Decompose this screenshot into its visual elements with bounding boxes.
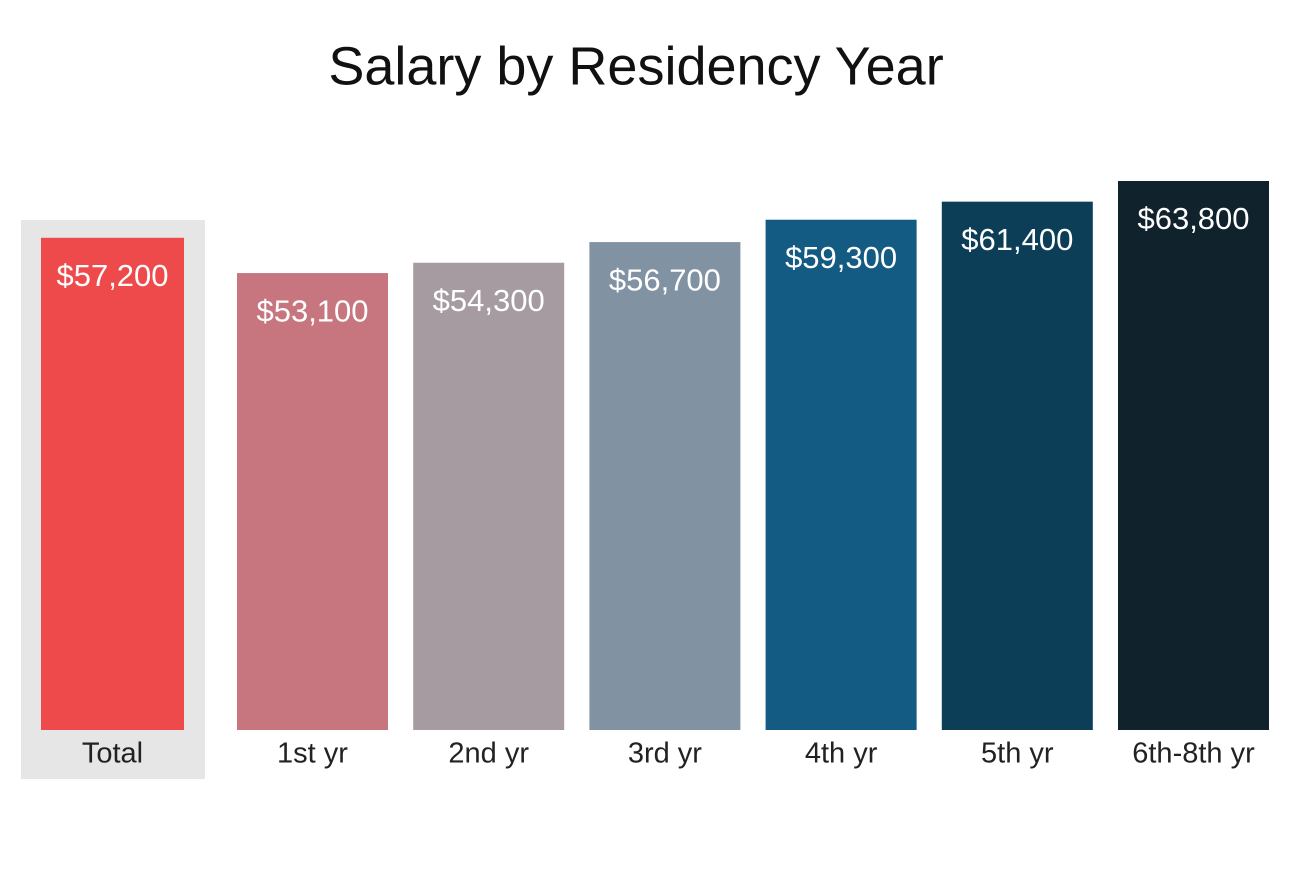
bar: [1118, 181, 1269, 730]
x-tick-label: 5th yr: [981, 738, 1054, 770]
bar: [589, 242, 741, 730]
x-tick-label: 2nd yr: [448, 738, 529, 770]
x-tick-label: Total: [82, 738, 143, 770]
bar: [765, 219, 917, 730]
value-label: $61,400: [961, 222, 1073, 257]
value-label: $59,300: [785, 240, 897, 275]
value-label: $57,200: [56, 258, 168, 293]
x-tick-label: 1st yr: [277, 738, 348, 770]
value-label: $56,700: [609, 262, 721, 297]
x-tick-label: 3rd yr: [628, 738, 702, 770]
value-label: $53,100: [256, 293, 368, 328]
bar: [41, 237, 184, 731]
chart-title: Salary by Residency Year: [328, 36, 943, 96]
value-label: $63,800: [1137, 201, 1249, 236]
x-tick-label: 6th-8th yr: [1132, 738, 1255, 770]
x-tick-label: 4th yr: [805, 738, 878, 770]
bar: [941, 201, 1093, 730]
bar: [237, 273, 388, 730]
bar: [413, 262, 565, 730]
value-label: $54,300: [433, 283, 545, 318]
